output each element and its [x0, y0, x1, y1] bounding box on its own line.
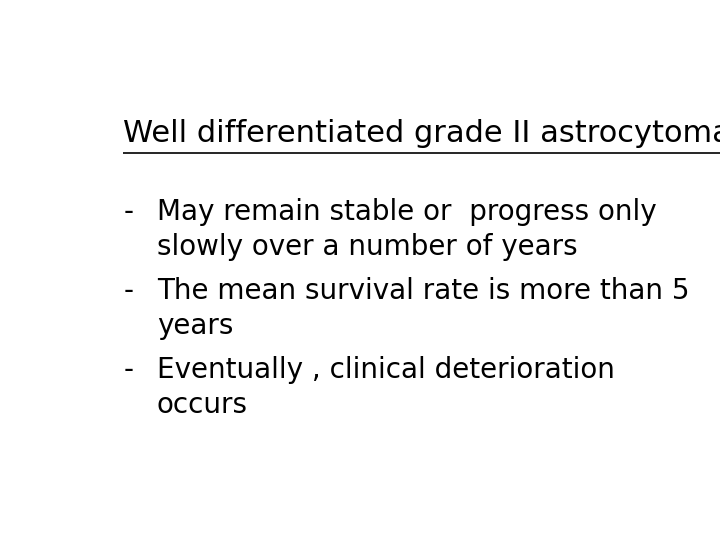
Text: The mean survival rate is more than 5: The mean survival rate is more than 5	[157, 277, 690, 305]
Text: occurs: occurs	[157, 391, 248, 419]
Text: Well differentiated grade II astrocytoma: Well differentiated grade II astrocytoma	[124, 119, 720, 148]
Text: May remain stable or  progress only: May remain stable or progress only	[157, 198, 657, 226]
Text: Eventually , clinical deterioration: Eventually , clinical deterioration	[157, 356, 615, 384]
Text: years: years	[157, 312, 233, 340]
Text: -: -	[124, 198, 133, 226]
Text: -: -	[124, 277, 133, 305]
Text: -: -	[124, 356, 133, 384]
Text: slowly over a number of years: slowly over a number of years	[157, 233, 577, 261]
